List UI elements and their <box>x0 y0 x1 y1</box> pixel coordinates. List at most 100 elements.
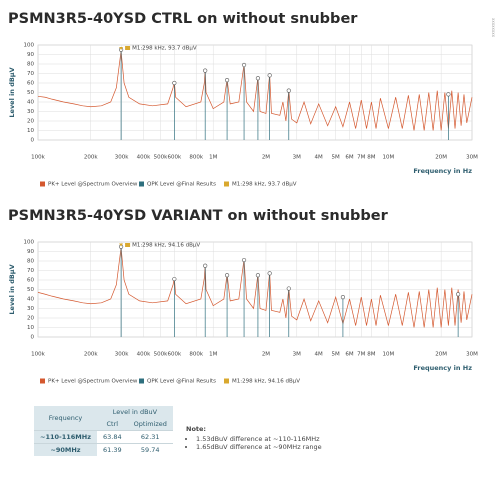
x-tick-label: 100k <box>31 352 45 358</box>
x-tick-label: 1M <box>209 352 217 358</box>
y-tick-label: 60 <box>27 81 34 87</box>
table-cell: ~90MHz <box>34 443 97 456</box>
qpk-point <box>224 273 230 278</box>
y-axis-label: Level in dBµV <box>8 67 16 117</box>
legend-label: M1:298 kHz, 93.7 dBµV <box>232 182 297 188</box>
note-item: 1.53dBuV difference at ~110-116MHz <box>196 435 322 443</box>
y-tick-label: 20 <box>27 119 34 125</box>
marker-point <box>119 243 124 247</box>
x-axis-label: Frequency in Hz <box>413 364 472 372</box>
table-cell: 63.84 <box>96 430 128 444</box>
qpk-point <box>456 292 461 297</box>
marker-point <box>119 46 124 50</box>
legend-swatch <box>40 181 45 187</box>
y-tick-label: 40 <box>27 297 34 303</box>
marker-label: M1:298 kHz, 94.16 dBµV <box>132 243 200 249</box>
qpk-point <box>224 78 230 83</box>
summary-table: Frequency Level in dBuV Ctrl Optimized ~11… <box>34 406 173 456</box>
x-tick-label: 500k <box>154 155 168 161</box>
marker-label: M1:298 kHz, 93.7 dBµV <box>132 46 197 52</box>
legend-label: PK+ Level @Spectrum Overview <box>48 379 138 385</box>
x-tick-label: 800k <box>189 155 203 161</box>
x-tick-label: 200k <box>84 155 98 161</box>
qpk-point <box>255 76 261 81</box>
table-subheader: Optimized <box>127 418 173 431</box>
legend-swatch <box>139 378 144 384</box>
x-tick-label: 800k <box>189 352 203 358</box>
x-tick-label: 20M <box>435 352 447 358</box>
qpk-point <box>172 276 177 282</box>
x-tick-label: 10M <box>383 352 395 358</box>
y-tick-label: 10 <box>27 325 34 331</box>
pk-trace <box>37 247 473 328</box>
qpk-point <box>172 80 177 86</box>
x-tick-label: 8M <box>367 352 375 358</box>
y-tick-label: 70 <box>27 71 34 77</box>
qpk-point <box>286 88 291 93</box>
table-header: Level in dBuV <box>96 406 173 418</box>
y-tick-label: 0 <box>31 335 35 341</box>
x-tick-label: 200k <box>84 352 98 358</box>
x-tick-label: 6M <box>345 352 353 358</box>
note-list: 1.53dBuV difference at ~110-116MHz 1.65d… <box>186 435 322 451</box>
y-tick-label: 30 <box>27 109 34 115</box>
x-tick-label: 4M <box>315 155 323 161</box>
x-tick-label: 8M <box>367 155 375 161</box>
x-tick-label: 300k <box>115 155 129 161</box>
x-tick-label: 400k <box>137 155 151 161</box>
y-tick-label: 90 <box>27 52 34 58</box>
y-tick-label: 100 <box>24 240 35 246</box>
x-tick-label: 3M <box>293 352 301 358</box>
legend-label: QPK Level @Final Results <box>147 182 216 188</box>
chart-title: PSMN3R5-40YSD VARIANT on without snubber <box>8 208 389 224</box>
qpk-point <box>267 271 272 276</box>
y-tick-label: 80 <box>27 62 34 68</box>
legend-swatch <box>40 378 45 384</box>
y-tick-label: 80 <box>27 259 34 265</box>
x-tick-label: 6M <box>345 155 353 161</box>
legend-label: QPK Level @Final Results <box>147 379 216 385</box>
y-tick-label: 40 <box>27 100 34 106</box>
x-tick-label: 1M <box>209 155 217 161</box>
x-tick-label: 7M <box>357 352 365 358</box>
y-tick-label: 90 <box>27 249 34 255</box>
qpk-point <box>241 257 247 263</box>
table-cell: 61.39 <box>96 443 128 456</box>
legend-swatch <box>224 181 229 187</box>
legend-swatch <box>139 181 144 187</box>
x-tick-label: 10M <box>383 155 395 161</box>
legend-label: PK+ Level @Spectrum Overview <box>48 182 138 188</box>
x-tick-label: 5M <box>332 155 340 161</box>
y-tick-label: 50 <box>27 287 34 293</box>
x-tick-label: 7M <box>357 155 365 161</box>
x-tick-label: 400k <box>137 352 151 358</box>
qpk-point <box>286 286 291 291</box>
x-tick-label: 600k <box>167 155 181 161</box>
x-tick-label: 5M <box>332 352 340 358</box>
y-tick-label: 60 <box>27 278 34 284</box>
qpk-point <box>203 68 208 73</box>
qpk-point <box>255 273 261 278</box>
x-tick-label: 500k <box>154 352 168 358</box>
legend-swatch <box>224 378 229 384</box>
table-cell: ~110-116MHz <box>34 430 97 444</box>
note-item: 1.65dBuV difference at ~90MHz range <box>196 443 322 451</box>
y-tick-label: 30 <box>27 306 34 312</box>
x-tick-label: 2M <box>262 155 270 161</box>
qpk-point <box>241 62 247 68</box>
x-tick-label: 300k <box>115 352 129 358</box>
marker-flag <box>125 46 131 50</box>
y-tick-label: 100 <box>24 43 35 49</box>
y-tick-label: 10 <box>27 128 34 134</box>
qpk-point <box>267 73 272 78</box>
x-tick-label: 3M <box>293 155 301 161</box>
table-subheader: Ctrl <box>96 418 128 431</box>
legend-label: M1:298 kHz, 94.16 dBµV <box>232 379 300 385</box>
x-tick-label: 30M <box>466 155 478 161</box>
x-axis-label: Frequency in Hz <box>413 167 472 175</box>
table-cell: 62.31 <box>127 430 173 444</box>
pk-trace <box>37 50 473 131</box>
note: Note: 1.53dBuV difference at ~110-116MHz… <box>186 425 322 451</box>
